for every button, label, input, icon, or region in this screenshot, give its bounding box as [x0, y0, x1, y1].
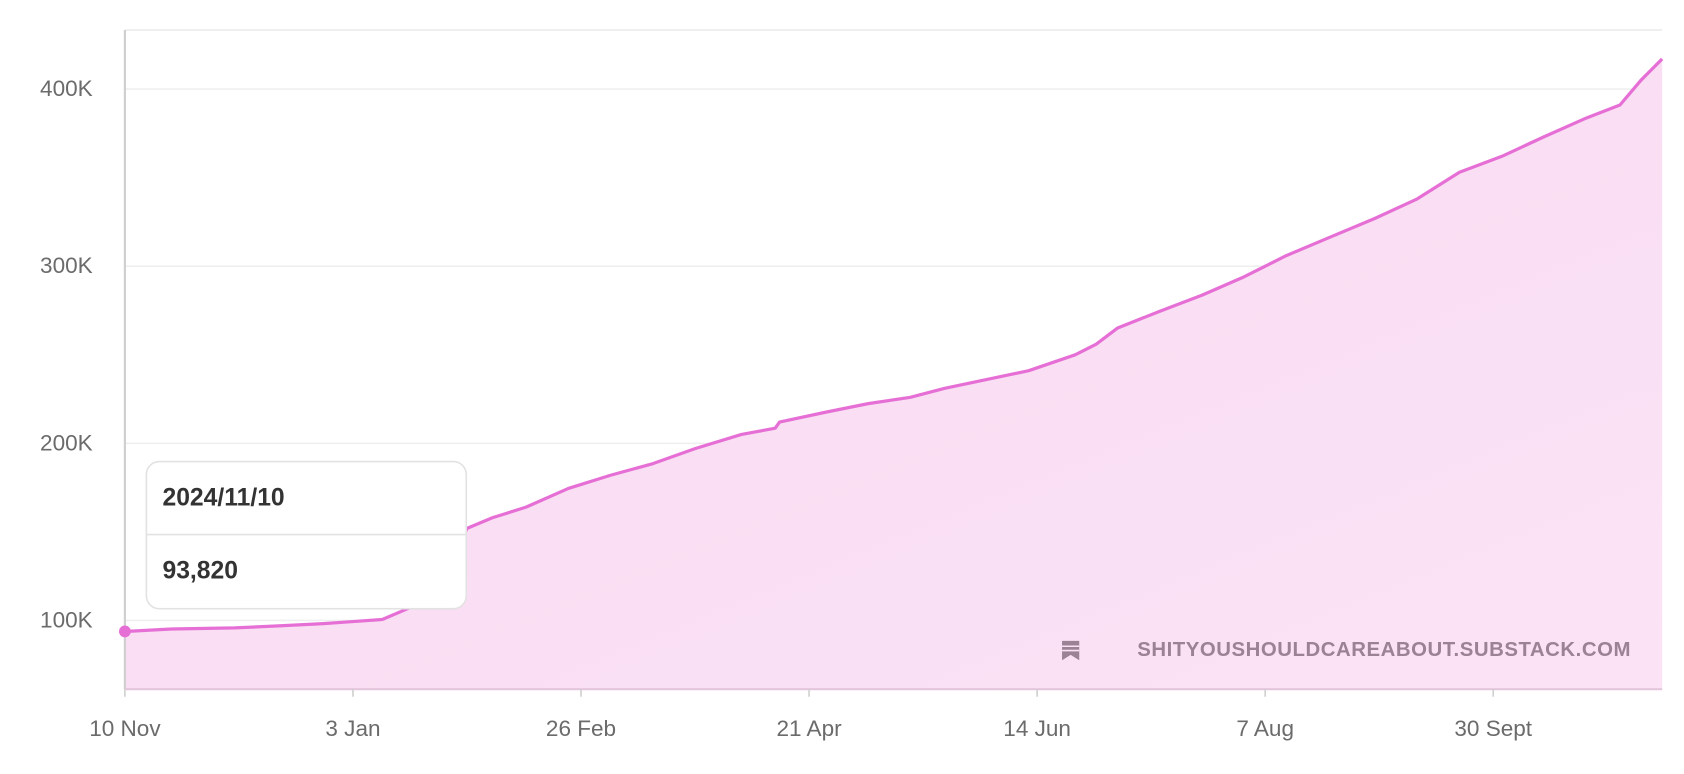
- substack-icon-lines: [1062, 645, 1080, 652]
- tooltip-date: 2024/11/10: [162, 485, 284, 512]
- area-fill: [124, 58, 1663, 690]
- x-tick-label: 3 Jan: [325, 716, 380, 741]
- watermark: SHITYOUSHOULDCAREABOUT.SUBSTACK.COM: [1062, 639, 1631, 661]
- x-tick-label: 10 Nov: [89, 716, 161, 741]
- x-tick-label: 14 Jun: [1003, 716, 1071, 741]
- y-tick-label: 300K: [40, 253, 93, 278]
- x-tick-label: 30 Sept: [1454, 716, 1532, 741]
- y-tick-label: 400K: [40, 76, 93, 101]
- plot-area: [124, 57, 1664, 690]
- y-tick-label: 100K: [40, 607, 93, 632]
- tooltip-point: [118, 625, 131, 638]
- tooltip: 2024/11/10 93,820: [145, 460, 468, 610]
- y-tick-label: 200K: [40, 430, 93, 455]
- watermark-text: SHITYOUSHOULDCAREABOUT.SUBSTACK.COM: [1137, 639, 1631, 661]
- x-tick-label: 7 Aug: [1236, 716, 1294, 741]
- line: [124, 57, 1664, 634]
- tooltip-value: 93,820: [162, 558, 238, 585]
- x-tick-label: 21 Apr: [776, 716, 842, 741]
- x-tick-label: 26 Feb: [546, 716, 616, 741]
